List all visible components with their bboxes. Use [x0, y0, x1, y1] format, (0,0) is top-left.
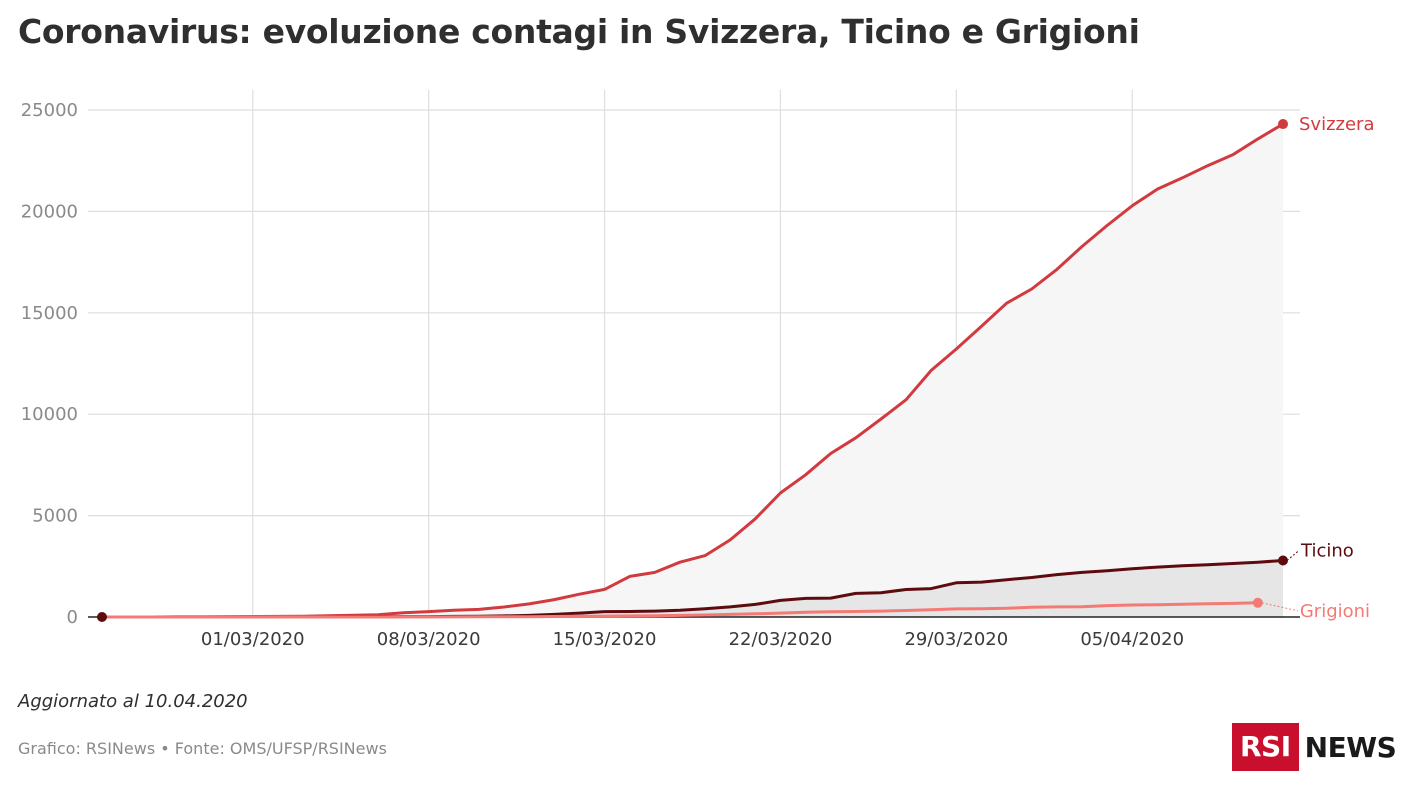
y-tick-label: 25000: [21, 100, 78, 121]
grid-layer: [88, 90, 1300, 617]
area-layer: [102, 124, 1283, 617]
rsi-news-logo: RSI NEWS: [1232, 723, 1397, 771]
y-tick-label: 10000: [21, 404, 78, 425]
x-tick-label: 22/03/2020: [729, 629, 833, 650]
y-tick-label: 20000: [21, 201, 78, 222]
update-note: Aggiornato al 10.04.2020: [18, 691, 248, 712]
series-end-marker-svizzera: [1278, 119, 1288, 130]
x-tick-label: 29/03/2020: [904, 629, 1008, 650]
svizzera-area: [102, 124, 1283, 617]
x-tick-label: 08/03/2020: [377, 629, 481, 650]
chart-title: Coronavirus: evoluzione contagi in Svizz…: [18, 12, 1140, 51]
line-layer: [97, 119, 1288, 622]
label-layer: Svizzera Ticino Grigioni: [1261, 114, 1374, 622]
line-chart: 0 5000 10000 15000 20000 25000 01/03/2020 08/03…: [21, 90, 1374, 650]
x-tick-label: 01/03/2020: [201, 629, 305, 650]
series-end-marker-ticino: [1278, 555, 1288, 566]
x-tick-label: 15/03/2020: [553, 629, 657, 650]
series-label-svizzera: Svizzera: [1299, 114, 1374, 135]
y-tick-label: 15000: [21, 303, 78, 324]
series-label-ticino: Ticino: [1300, 541, 1354, 562]
y-tick-label: 5000: [32, 506, 78, 527]
ticino-area: [102, 560, 1283, 617]
y-tick-label: 0: [67, 607, 78, 628]
series-start-marker: [97, 612, 107, 622]
logo-text: NEWS: [1304, 730, 1397, 764]
x-tick-label: 05/04/2020: [1080, 629, 1184, 650]
source-credit: Grafico: RSINews • Fonte: OMS/UFSP/RSINe…: [18, 739, 387, 758]
series-label-grigioni: Grigioni: [1300, 601, 1370, 622]
logo-box: RSI: [1232, 723, 1299, 771]
series-end-marker-grigioni: [1252, 597, 1263, 608]
series-line-grigioni: [102, 601, 1258, 619]
label-connector: [1286, 550, 1300, 561]
